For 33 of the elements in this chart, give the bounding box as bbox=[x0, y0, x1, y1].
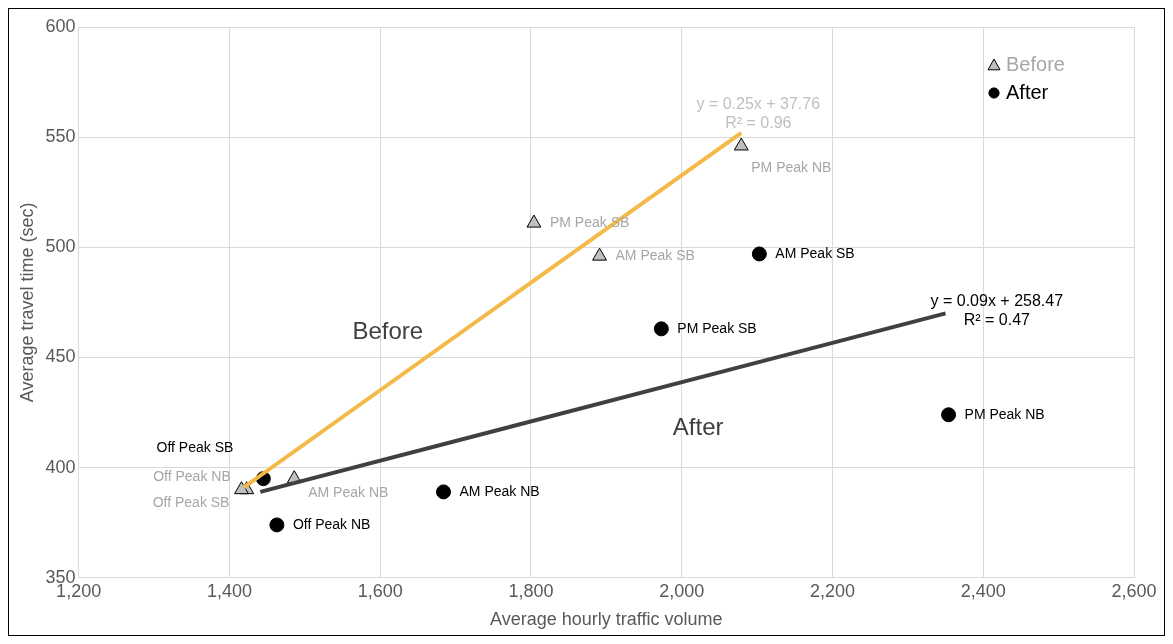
y-tick-label: 500 bbox=[45, 236, 76, 257]
data-label: Off Peak NB bbox=[153, 467, 231, 484]
annotation: y = 0.09x + 258.47 bbox=[930, 291, 1064, 309]
y-tick-label: 400 bbox=[45, 456, 76, 477]
data-label: AM Peak NB bbox=[308, 483, 389, 500]
x-tick-label: 2,400 bbox=[960, 580, 1006, 601]
data-label: AM Peak SB bbox=[775, 244, 855, 261]
annotation: After bbox=[672, 412, 724, 440]
data-label: AM Peak SB bbox=[615, 246, 695, 263]
x-axis-title: Average hourly traffic volume bbox=[490, 609, 723, 630]
x-tick-label: 2,600 bbox=[1111, 580, 1157, 601]
x-tick-label: 1,800 bbox=[508, 580, 554, 601]
data-label: Off Peak SB bbox=[152, 493, 230, 510]
legend-label: Before bbox=[1006, 52, 1065, 75]
x-tick-label: 2,200 bbox=[809, 580, 855, 601]
data-label: PM Peak NB bbox=[751, 158, 832, 175]
annotation: Before bbox=[352, 317, 424, 345]
data-label: AM Peak NB bbox=[459, 482, 540, 499]
annotation: y = 0.25x + 37.76 bbox=[696, 94, 821, 112]
y-tick-label: 450 bbox=[45, 346, 76, 367]
annotation: R² = 0.96 bbox=[725, 114, 792, 132]
data-label: PM Peak SB bbox=[677, 319, 757, 336]
data-label: PM Peak NB bbox=[964, 405, 1045, 422]
data-label: Off Peak SB bbox=[156, 438, 234, 455]
x-tick-label: 2,000 bbox=[659, 580, 705, 601]
legend-label: After bbox=[1006, 80, 1049, 103]
y-axis-title: Average travel time (sec) bbox=[16, 202, 37, 403]
x-tick-label: 1,600 bbox=[357, 580, 403, 601]
annotation: R² = 0.47 bbox=[963, 310, 1031, 328]
y-tick-label: 600 bbox=[45, 15, 76, 36]
x-tick-label: 1,400 bbox=[206, 580, 252, 601]
y-tick-label: 550 bbox=[45, 126, 76, 147]
data-label: Off Peak NB bbox=[292, 515, 371, 532]
